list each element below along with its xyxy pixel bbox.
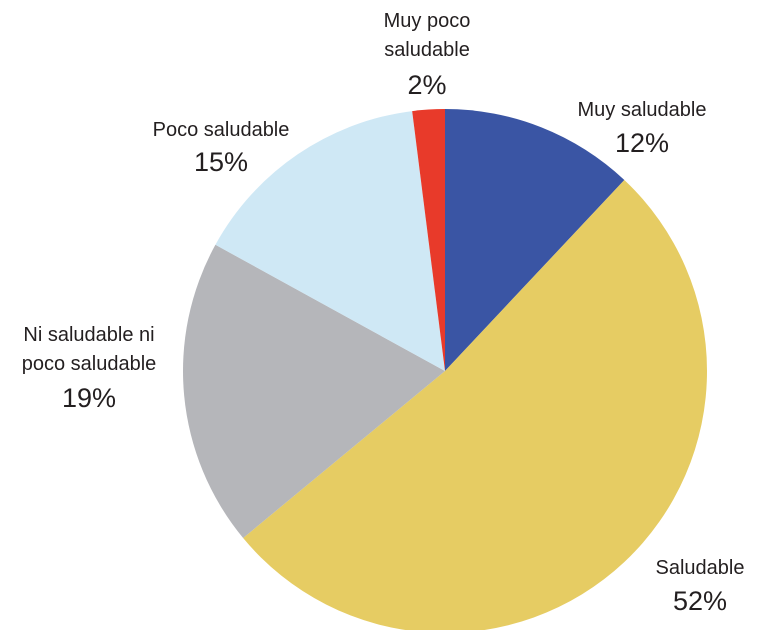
slice-value-muy-poco: 2% [407,70,446,100]
slice-value-saludable: 52% [673,586,727,616]
pie-slice-saludable [243,180,708,630]
slice-value-muy-saludable: 12% [615,128,669,158]
slice-label-ni-saludable-line2: poco saludable [22,353,157,375]
slice-label-muy-poco-line2: saludable [384,39,470,61]
slice-label-muy-poco-line1: Muy poco [384,10,471,32]
slice-labels: Muy saludable 12% Saludable 52% Ni salud… [22,10,745,616]
slice-label-muy-saludable: Muy saludable [578,99,707,121]
pie-slice-poco-saludable [215,111,445,371]
pie-slice-ni-saludable-ni-poco-saludable [183,244,445,539]
pie-slice-muy-saludable [445,109,625,371]
slice-value-ni-saludable: 19% [62,383,116,413]
pie-slices [183,109,708,630]
slice-label-ni-saludable-line1: Ni saludable ni [23,324,154,346]
slice-label-saludable: Saludable [656,557,745,579]
pie-slice-muy-poco-saludable [412,109,445,371]
slice-label-poco-saludable: Poco saludable [153,119,290,141]
slice-value-poco-saludable: 15% [194,147,248,177]
